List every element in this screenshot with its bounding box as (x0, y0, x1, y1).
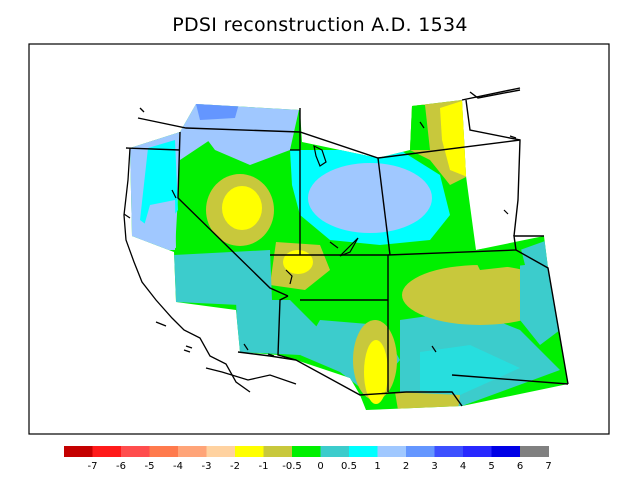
coastline (123, 107, 297, 393)
legend-label: 0.5 (341, 461, 357, 472)
legend-label: -6 (116, 461, 126, 472)
legend-label: -0.5 (282, 461, 302, 472)
legend-label: 6 (517, 461, 523, 472)
legend-label: 0 (317, 461, 323, 472)
lakes (123, 121, 517, 357)
legend-swatch (263, 446, 293, 457)
legend-swatch (206, 446, 236, 457)
pdsi-field (130, 100, 568, 410)
legend-label: 5 (488, 461, 494, 472)
legend-label: -3 (202, 461, 212, 472)
legend-label: -5 (145, 461, 155, 472)
legend-swatch (64, 446, 93, 457)
legend-label: -2 (230, 461, 240, 472)
map-title: PDSI reconstruction A.D. 1534 (172, 14, 468, 36)
legend-swatch (235, 446, 264, 457)
legend-swatch (434, 446, 464, 457)
legend-label: 2 (403, 461, 409, 472)
legend-swatch (520, 446, 549, 457)
legend-label: 3 (431, 461, 437, 472)
legend-swatch (377, 446, 407, 457)
legend-swatch (292, 446, 321, 457)
legend-label: 4 (460, 461, 466, 472)
legend-swatch (463, 446, 492, 457)
legend-label: -1 (259, 461, 269, 472)
legend-label: 1 (374, 461, 380, 472)
legend-swatch (121, 446, 150, 457)
legend-swatch (178, 446, 207, 457)
legend-label: 7 (545, 461, 551, 472)
legend-label: -4 (173, 461, 183, 472)
legend-label: -7 (88, 461, 98, 472)
state-boundaries (125, 87, 569, 407)
legend-swatch (149, 446, 179, 457)
legend-swatch (491, 446, 521, 457)
legend-swatch (320, 446, 350, 457)
legend-swatch (406, 446, 435, 457)
legend-swatch (92, 446, 122, 457)
legend-swatch (349, 446, 378, 457)
